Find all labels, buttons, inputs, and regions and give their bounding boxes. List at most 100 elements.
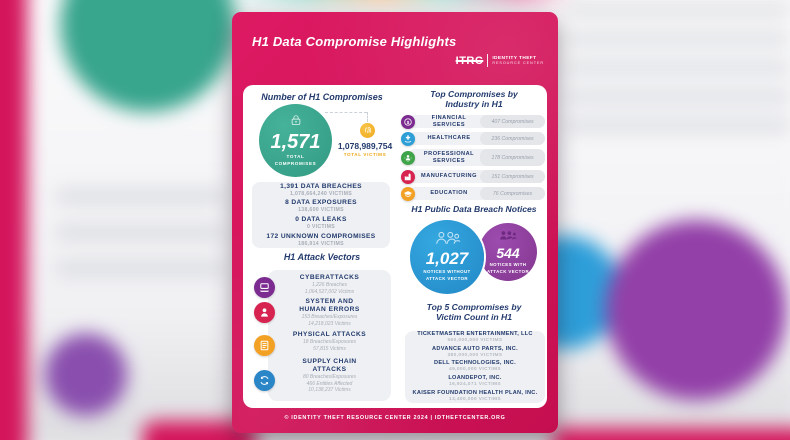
- top5-company: DELL TECHNOLOGIES, INC.: [433, 360, 516, 367]
- fingerprint-icon: [363, 122, 373, 140]
- attack-vector-sub: 18 Breaches/Exposures: [302, 338, 357, 345]
- bg-top-color-strip: [225, 0, 576, 2]
- breakdown-sub: 0 VICTIMS: [306, 223, 336, 230]
- notices-without-label2: ATTACK VECTOR: [425, 276, 468, 281]
- top5-company: KAISER FOUNDATION HEALTH PLAN, INC.: [412, 389, 538, 396]
- breakdown-sub: 186,914 VICTIMS: [298, 240, 344, 247]
- industry-row: PROFESSIONAL SERVICES 178 Compromises: [401, 149, 547, 166]
- left-column: Number of H1 Compromises 1,571 TOTAL COM…: [243, 85, 401, 408]
- bg-stripe: [564, 90, 790, 103]
- breakdown-row: 172 UNKNOWN COMPROMISES 186,914 VICTIMS: [252, 233, 390, 248]
- manufacturing-factory-icon: [401, 169, 415, 184]
- bg-pink-strip-bottom-right: [552, 428, 790, 440]
- connector-line: [325, 112, 367, 113]
- notices-without-value: 1,027: [425, 249, 469, 269]
- connector-line: [367, 112, 368, 122]
- right-column: Top Compromises by Industry in H1 $ FINA…: [401, 85, 547, 408]
- lock-icon: [290, 113, 302, 131]
- breakdown-title: 0 DATA LEAKS: [295, 216, 347, 223]
- attack-vector-sub: 153 Breaches/Exposures: [301, 313, 358, 320]
- financial-dollar-icon: $: [401, 114, 415, 129]
- notices-with-vector-circle: 544 NOTICES WITH ATTACK VECTOR: [479, 223, 537, 281]
- people-group-outline-icon: [433, 231, 461, 250]
- industry-count: 76 Compromises: [480, 187, 545, 200]
- top5-victims: 16,924,071 VICTIMS: [449, 382, 501, 388]
- attack-vector-sub: 1,226 Breaches: [311, 281, 348, 288]
- attack-vector-item: SUPPLY CHAIN ATTACKS 80 Breaches/Exposur…: [278, 358, 381, 394]
- attack-vector-name: SUPPLY CHAIN ATTACKS: [302, 358, 357, 373]
- industry-row: MANUFACTURING 151 Compromises: [401, 169, 547, 184]
- industry-label: MANUFACTURING: [421, 173, 477, 179]
- professional-person-icon: [401, 150, 415, 165]
- top5-victims: 560,000,000 VICTIMS: [447, 337, 503, 343]
- breakdown-title: 8 DATA EXPOSURES: [285, 199, 357, 207]
- top5-company: ADVANCE AUTO PARTS, INC.: [432, 345, 518, 352]
- attack-vector-item: CYBERATTACKS 1,226 Breaches 1,064,527,00…: [278, 274, 381, 295]
- logo-divider: [487, 54, 489, 67]
- bg-stripe: [564, 32, 790, 45]
- people-group-solid-icon: [497, 228, 519, 246]
- section-heading-attack-vectors: H1 Attack Vectors: [283, 252, 361, 262]
- bg-stripe: [55, 189, 226, 204]
- healthcare-cross-icon: [401, 131, 415, 146]
- compromise-breakdown-box: 1,391 DATA BREACHES 1,078,664,240 VICTIM…: [252, 182, 390, 248]
- bg-stripe: [55, 225, 226, 240]
- total-compromises-label2: COMPROMISES: [274, 161, 317, 166]
- content-panel: Number of H1 Compromises 1,571 TOTAL COM…: [243, 85, 547, 408]
- top5-victims-box: TICKETMASTER ENTERTAINMENT, LLC 560,000,…: [405, 331, 545, 403]
- bg-stripe: [564, 61, 790, 74]
- top5-company: TICKETMASTER ENTERTAINMENT, LLC: [417, 330, 533, 337]
- education-gradcap-icon: [401, 186, 415, 201]
- breakdown-title: 172 UNKNOWN COMPROMISES: [266, 232, 376, 240]
- top5-row: DELL TECHNOLOGIES, INC. 49,000,000 VICTI…: [405, 360, 545, 373]
- industry-heading-line2: Industry in H1: [445, 98, 503, 109]
- industry-row: HEALTHCARE 236 Compromises: [401, 131, 547, 146]
- industry-count: 178 Compromises: [480, 149, 545, 166]
- infographic-poster: H1 Data Compromise Highlights ITRC IDENT…: [232, 12, 558, 433]
- top5-victims: 49,000,000 VICTIMS: [449, 367, 501, 373]
- industry-count: 151 Compromises: [480, 170, 545, 183]
- bg-stripe: [55, 261, 226, 276]
- industry-label: EDUCATION: [430, 190, 468, 196]
- section-heading-notices: H1 Public Data Breach Notices: [411, 204, 537, 214]
- attack-vector-sub: 10,138,237 Victims: [308, 387, 351, 394]
- attack-vector-sub: 57,815 Victims: [313, 345, 346, 352]
- bg-stripe: [564, 119, 790, 132]
- industry-heading-line1: Top Compromises by: [430, 89, 518, 99]
- page-title: H1 Data Compromise Highlights: [252, 34, 457, 49]
- notices-with-label2: ATTACK VECTOR: [486, 269, 530, 274]
- breakdown-title: 1,391 DATA BREACHES: [280, 182, 362, 190]
- top5-heading-line1: Top 5 Compromises by: [426, 302, 522, 312]
- total-victims-value: 1,078,989,754: [337, 141, 393, 151]
- industry-count: 236 Compromises: [480, 132, 545, 145]
- attack-vector-name: SYSTEM AND HUMAN ERRORS: [299, 298, 360, 313]
- logo-line2: RESOURCE CENTER: [492, 61, 544, 66]
- svg-text:$: $: [407, 119, 410, 124]
- attack-vector-sub: 466 Entities Affected: [306, 380, 353, 387]
- top5-row: TICKETMASTER ENTERTAINMENT, LLC 560,000,…: [405, 331, 545, 344]
- physical-attack-document-icon: [254, 335, 275, 356]
- notices-with-label1: NOTICES WITH: [489, 262, 527, 268]
- attack-vector-sub: 80 Breaches/Exposures: [302, 373, 357, 380]
- top5-row: ADVANCE AUTO PARTS, INC. 380,000,000 VIC…: [405, 346, 545, 359]
- top5-victims: 13,400,000 VICTIMS: [449, 396, 501, 402]
- industry-count: 407 Compromises: [480, 115, 545, 128]
- industry-rows: $ FINANCIAL SERVICES 407 Compromises HEA…: [401, 114, 547, 201]
- section-heading-compromises: Number of H1 Compromises: [261, 92, 383, 102]
- top5-victims: 380,000,000 VICTIMS: [447, 352, 503, 358]
- notices-with-value: 544: [496, 245, 520, 262]
- supply-chain-arrows-icon: [254, 370, 275, 391]
- total-compromises-circle: 1,571 TOTAL COMPROMISES: [259, 104, 332, 177]
- notices-without-vector-circle: 1,027 NOTICES WITHOUT ATTACK VECTOR: [410, 220, 484, 294]
- breakdown-row: 1,391 DATA BREACHES 1,078,664,240 VICTIM…: [252, 183, 390, 198]
- notices-without-label1: NOTICES WITHOUT: [423, 269, 471, 275]
- total-compromises-value: 1,571: [270, 131, 321, 154]
- bg-purple-blob-left: [44, 333, 128, 416]
- attack-vector-name: PHYSICAL ATTACKS: [292, 331, 367, 338]
- itrc-logo: ITRC IDENTITY THEFT RESOURCE CENTER: [456, 54, 544, 67]
- total-victims-label: TOTAL VICTIMS: [343, 152, 387, 157]
- attack-vector-item: SYSTEM AND HUMAN ERRORS 153 Breaches/Exp…: [278, 298, 381, 327]
- logo-line1: IDENTITY THEFT: [492, 55, 537, 61]
- total-compromises-label1: TOTAL: [286, 154, 305, 160]
